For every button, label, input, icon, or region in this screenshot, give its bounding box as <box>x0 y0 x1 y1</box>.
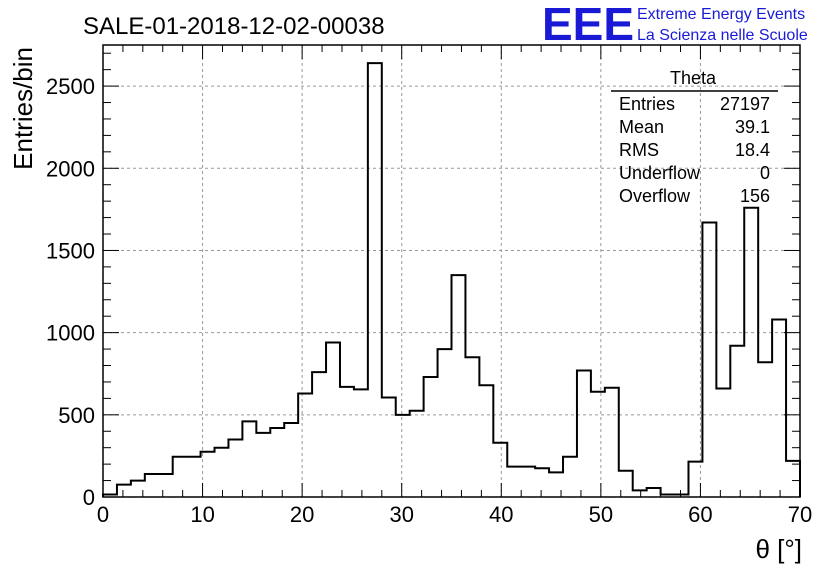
y-tick-label: 500 <box>58 403 95 428</box>
logo-mark: EEE <box>542 0 634 50</box>
histogram-bin <box>368 63 382 497</box>
x-tick-label: 0 <box>97 502 109 527</box>
histogram-bin <box>270 428 284 497</box>
histogram-bin <box>410 411 424 497</box>
histogram-bin <box>772 319 786 497</box>
chart-title: SALE-01-2018-12-02-00038 <box>83 13 385 40</box>
y-tick-labels: 0 500 1000 1500 2000 2500 <box>46 74 95 510</box>
stats-box: Theta Entries 27197 Mean 39.1 RMS 18.4 Underfl… <box>611 68 778 206</box>
stats-label: Underflow <box>619 163 701 183</box>
histogram-bin <box>535 468 549 497</box>
y-tick-label: 0 <box>83 485 95 510</box>
histogram-bin <box>647 488 661 497</box>
histogram-bin <box>744 208 758 497</box>
histogram-bin <box>284 423 298 497</box>
stats-label: Overflow <box>619 186 691 206</box>
stats-label: Entries <box>619 94 675 114</box>
stats-label: RMS <box>619 140 659 160</box>
y-axis-label: Entries/bin <box>8 47 38 170</box>
x-axis-label: θ [°] <box>755 534 802 564</box>
x-tick-label: 50 <box>589 502 613 527</box>
y-tick-label: 1500 <box>46 238 95 263</box>
histogram-bin <box>507 467 521 497</box>
plot-frame <box>102 44 801 498</box>
histogram-bin <box>605 388 619 497</box>
histogram-bin <box>493 443 507 497</box>
stats-value: 156 <box>740 186 770 206</box>
histogram-bin <box>256 433 270 497</box>
histogram-bin <box>452 275 466 497</box>
x-tick-label: 10 <box>190 502 214 527</box>
histogram-bin <box>758 362 772 497</box>
stats-value: 18.4 <box>735 140 770 160</box>
histogram-bin <box>354 389 368 497</box>
x-tick-label: 20 <box>290 502 314 527</box>
histogram-bin <box>228 439 242 497</box>
stats-label: Mean <box>619 117 664 137</box>
x-tick-labels: 0 10 20 30 40 50 60 70 <box>97 502 812 527</box>
histogram-bin <box>465 357 479 497</box>
y-tick-label: 1000 <box>46 321 95 346</box>
stats-name: Theta <box>670 68 717 88</box>
stats-value: 27197 <box>720 94 770 114</box>
histogram-bin <box>786 461 800 497</box>
x-tick-label: 40 <box>489 502 513 527</box>
histogram-bin <box>702 223 716 497</box>
stats-value: 39.1 <box>735 117 770 137</box>
histogram-bin <box>521 467 535 497</box>
logo-line-1: Extreme Energy Events <box>637 6 805 23</box>
histogram-bin <box>730 346 744 497</box>
histogram-bin <box>312 372 326 497</box>
stats-value: 0 <box>760 163 770 183</box>
histogram-bin <box>591 392 605 497</box>
histogram-bin <box>438 349 452 497</box>
grid-lines <box>103 45 800 497</box>
x-tick-label: 30 <box>389 502 413 527</box>
histogram-bin <box>298 393 312 497</box>
histogram-bin <box>242 421 256 497</box>
eee-logo: EEE Extreme Energy Events La Scienza nel… <box>542 0 808 50</box>
histogram-bin <box>187 457 201 497</box>
y-tick-label: 2500 <box>46 74 95 99</box>
histogram-bin <box>159 474 173 497</box>
x-tick-label: 70 <box>788 502 812 527</box>
histogram-bin <box>424 377 438 497</box>
histogram-bin <box>326 342 340 497</box>
histogram-bin <box>479 385 493 497</box>
logo-line-2: La Scienza nelle Scuole <box>637 27 808 44</box>
histogram-bin <box>340 387 354 497</box>
histogram-bin <box>145 474 159 497</box>
y-tick-label: 2000 <box>46 156 95 181</box>
histogram-outline <box>102 62 801 497</box>
histogram-bin <box>117 485 131 497</box>
histogram-bin <box>396 415 410 497</box>
histogram-bin <box>382 398 396 497</box>
axis-ticks <box>102 45 801 498</box>
x-tick-label: 60 <box>688 502 712 527</box>
histogram-bin <box>577 370 591 497</box>
histogram-bin <box>563 457 577 497</box>
histogram-bin <box>173 457 187 497</box>
histogram-bin <box>215 448 229 497</box>
histogram-bin <box>716 389 730 497</box>
